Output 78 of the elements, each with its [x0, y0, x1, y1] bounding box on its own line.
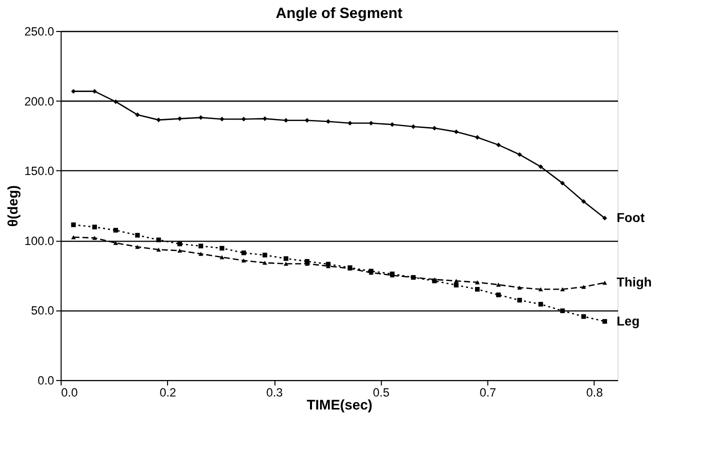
- point: [348, 120, 352, 126]
- point: [538, 287, 544, 292]
- point: [454, 129, 459, 134]
- point: [198, 115, 204, 120]
- point: [304, 259, 310, 264]
- point: [517, 152, 522, 157]
- point: [113, 228, 118, 233]
- point: [326, 262, 331, 266]
- chart-title: Angle of Segment: [276, 6, 402, 22]
- point: [284, 256, 288, 261]
- y-tick-label: 50.0: [30, 304, 55, 318]
- point: [262, 252, 268, 258]
- point: [262, 260, 268, 265]
- point: [135, 244, 140, 249]
- x-axis-title: TIME(sec): [306, 396, 372, 412]
- point: [602, 280, 608, 285]
- point: [581, 199, 586, 204]
- y-tick-label: 250.0: [24, 24, 55, 38]
- point: [560, 287, 565, 292]
- series-label: Thigh: [616, 274, 652, 290]
- point: [156, 238, 161, 242]
- point: [198, 244, 204, 248]
- y-tick-label: 150.0: [24, 164, 55, 178]
- point: [135, 112, 140, 118]
- point: [135, 232, 140, 238]
- point: [496, 142, 501, 148]
- point: [538, 302, 544, 307]
- point: [432, 126, 437, 131]
- point: [581, 284, 586, 289]
- x-tick-label: 0.8: [586, 385, 604, 400]
- point: [92, 236, 97, 240]
- series-label: Foot: [616, 210, 646, 226]
- point: [262, 116, 268, 122]
- series-label: Leg: [616, 313, 640, 328]
- point: [220, 116, 224, 122]
- point: [602, 216, 608, 220]
- point: [475, 280, 480, 284]
- point: [156, 118, 161, 122]
- point: [177, 248, 182, 253]
- x-tick-label: 0.3: [266, 385, 284, 400]
- point: [581, 314, 586, 319]
- x-tick-label: 0.5: [372, 385, 390, 400]
- point: [475, 135, 480, 140]
- x-tick-label: 0.7: [480, 385, 497, 400]
- point: [220, 246, 224, 251]
- point: [71, 88, 76, 94]
- y-tick-label: 100.0: [24, 234, 55, 248]
- point: [241, 258, 246, 263]
- x-tick-label: 0.0: [61, 385, 78, 400]
- point: [241, 250, 246, 256]
- point: [198, 252, 204, 256]
- point: [177, 116, 182, 122]
- point: [411, 124, 416, 129]
- point: [496, 292, 501, 298]
- point: [390, 122, 395, 127]
- y-axis-title: θ(deg): [4, 185, 20, 227]
- point: [177, 242, 182, 246]
- point: [71, 222, 76, 228]
- point: [560, 180, 565, 186]
- point: [92, 224, 97, 230]
- point: [560, 308, 565, 314]
- point: [475, 286, 480, 292]
- x-tick-label: 0.2: [160, 385, 177, 400]
- y-tick-label: 0.0: [38, 374, 55, 388]
- point: [113, 99, 118, 104]
- point: [284, 118, 288, 123]
- y-tick-label: 200.0: [24, 94, 55, 108]
- point: [304, 118, 310, 123]
- point: [368, 120, 374, 126]
- point: [602, 319, 608, 324]
- point: [241, 116, 246, 122]
- point: [454, 278, 459, 283]
- point: [517, 286, 522, 290]
- point: [284, 262, 288, 266]
- point: [454, 282, 459, 288]
- point: [517, 298, 522, 303]
- point: [538, 164, 544, 170]
- point: [92, 88, 97, 94]
